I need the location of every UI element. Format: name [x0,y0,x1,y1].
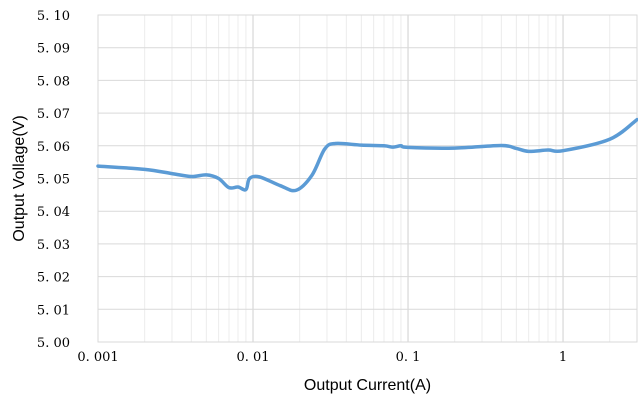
x-tick-labels: 0. 001 0. 01 0. 1 1 [77,350,567,365]
series-layer [96,117,638,193]
x-tick-label: 0. 01 [236,350,269,365]
y-tick-label: 5. 06 [37,140,70,155]
y-tick-label: 5. 01 [37,303,70,318]
x-tick-label: 0. 001 [77,350,118,365]
y-tick-label: 5. 09 [37,42,70,57]
x-axis-title: Output Current(A) [304,377,431,394]
y-tick-label: 5. 03 [37,238,70,253]
x-tick-label: 1 [559,350,567,365]
voltage-series-line [96,117,638,193]
y-tick-label: 5. 02 [37,271,70,286]
y-tick-label: 5. 10 [37,9,70,24]
y-tick-label: 5. 05 [37,173,70,188]
y-tick-label: 5. 07 [37,107,70,122]
y-tick-label: 5. 04 [37,205,70,220]
plot-area-frame [97,14,638,343]
y-tick-labels: 5. 00 5. 01 5. 02 5. 03 5. 04 5. 05 5. 06 5. 07… [37,9,70,351]
y-tick-label: 5. 08 [37,74,70,89]
y-tick-label: 5. 00 [37,336,70,351]
x-tick-label: 0. 1 [396,350,421,365]
y-axis-title: Output Vollage(V) [11,115,28,241]
